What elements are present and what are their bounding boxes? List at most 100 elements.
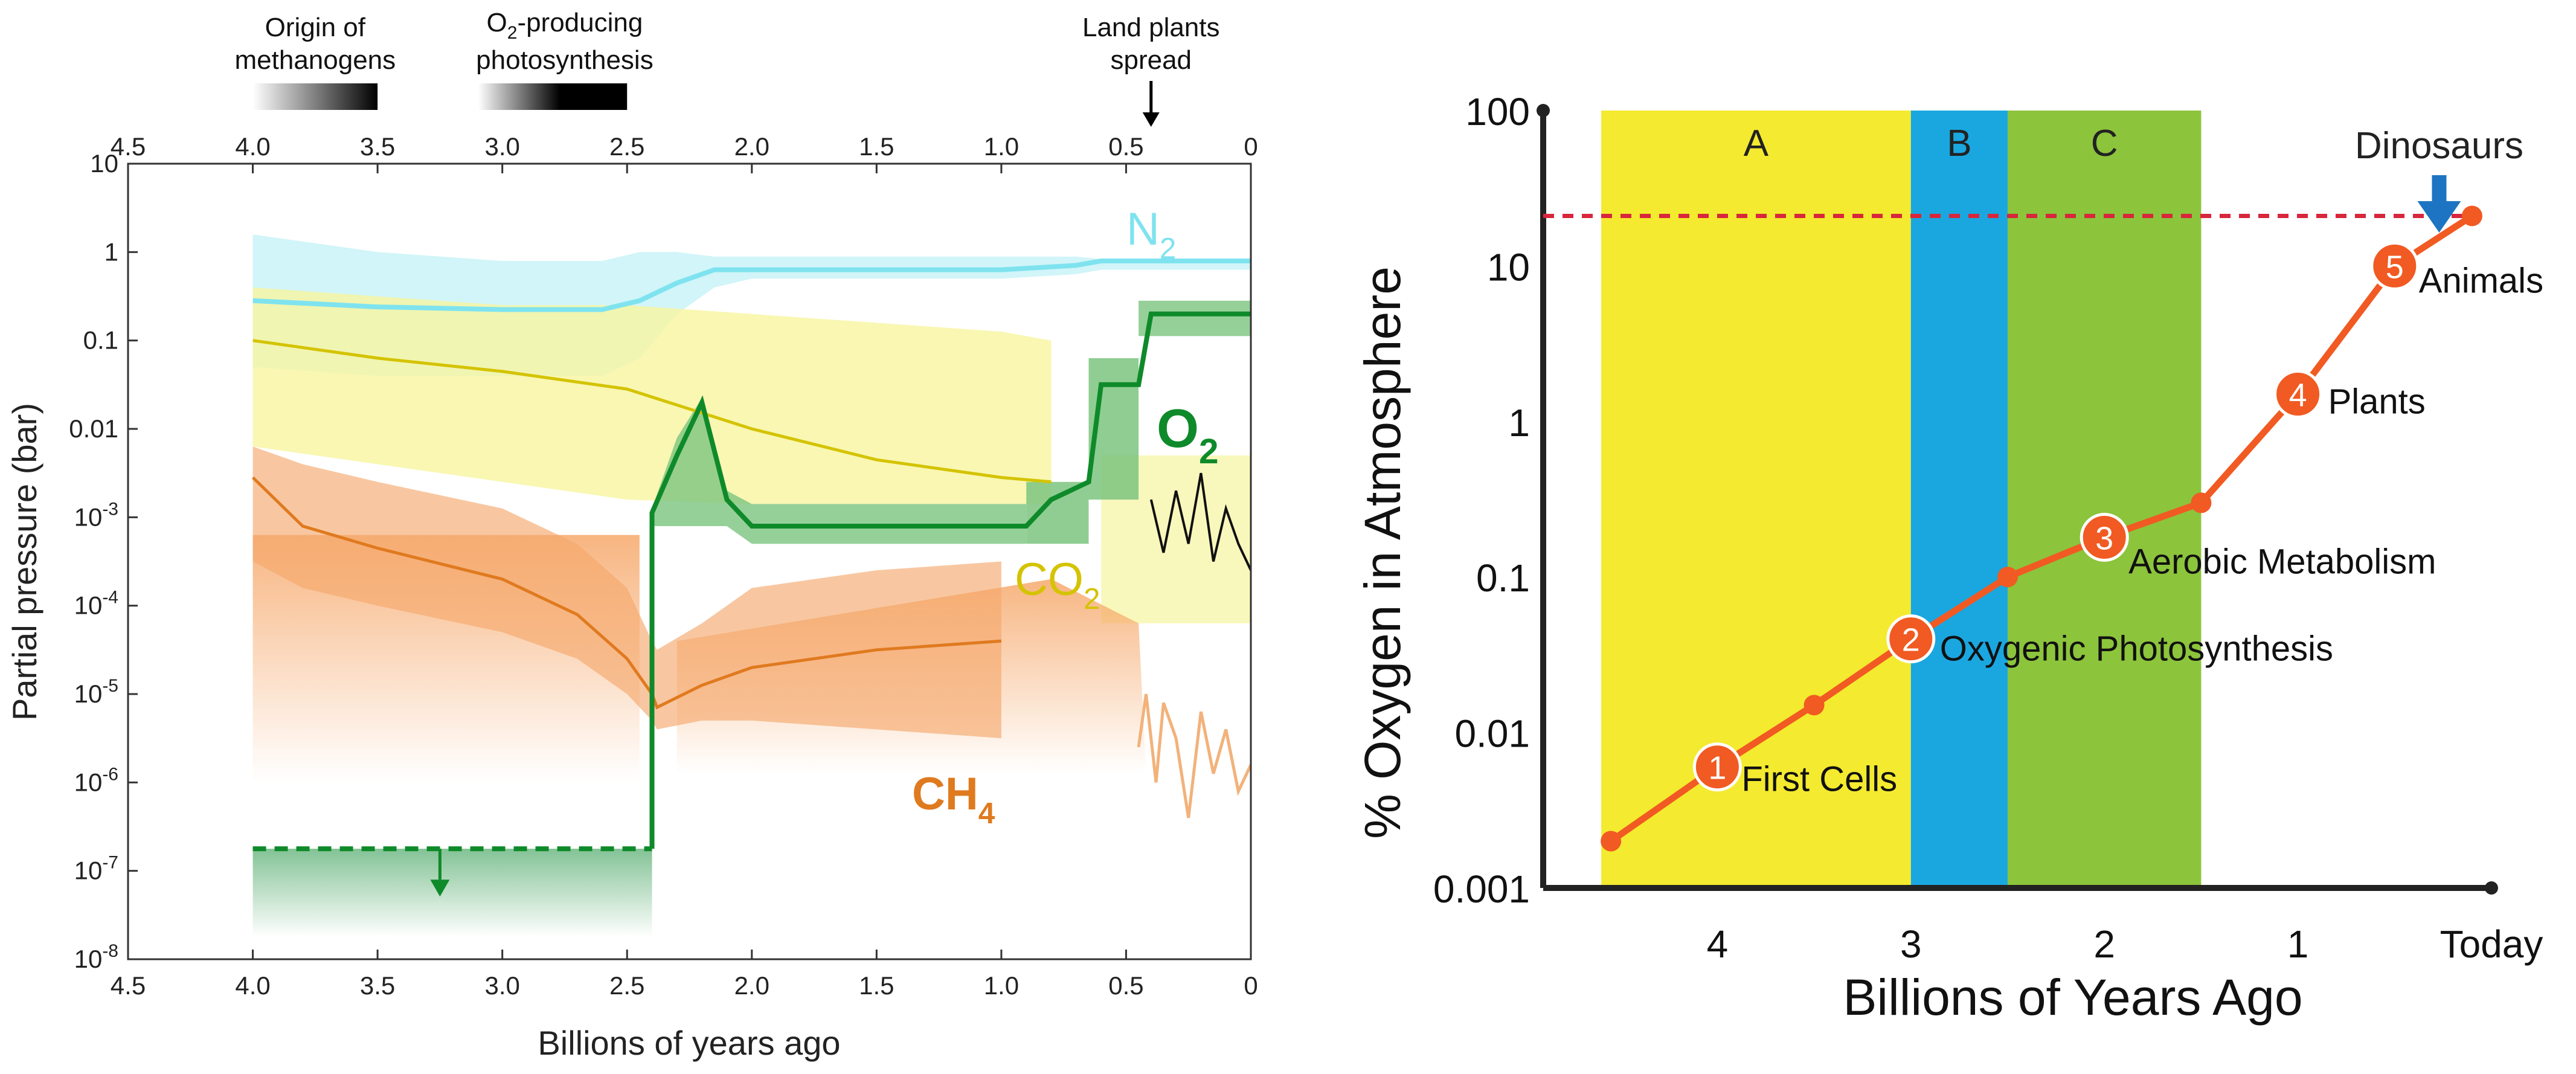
left-top-tick-label: 3.0 xyxy=(484,132,519,161)
left-top-tick-label: 1.5 xyxy=(859,132,894,161)
right-chart: A B C 0.001 0.01 0.1 1 10 100 4 3 2 1 Today 1 First C… xyxy=(1354,90,2543,1026)
left-y-tick-label: 10 xyxy=(90,149,118,178)
left-top-tick-label: 0 xyxy=(1244,132,1257,161)
oxygen-point xyxy=(2461,205,2482,227)
left-x-tick-label: 4.0 xyxy=(235,971,270,1000)
milestone-marker-5 xyxy=(2370,241,2420,291)
left-x-tick-label: 3.5 xyxy=(360,971,395,1000)
left-x-tick-label: 1.0 xyxy=(984,971,1019,1000)
left-top-annotations: Origin of methanogens O2-producingphotosyn… xyxy=(235,8,1220,127)
milestone-label-4: Plants xyxy=(2328,382,2426,421)
era-label-b: B xyxy=(1947,123,1971,164)
left-lines xyxy=(251,259,1251,897)
left-y-tick-label: 10-5 xyxy=(74,676,118,708)
milestone-label-3: Aerobic Metabolism xyxy=(2128,542,2436,581)
milestone-marker-3 xyxy=(2080,512,2129,562)
left-top-tick-label: 4.5 xyxy=(111,132,146,161)
oxygen-point xyxy=(1601,831,1622,852)
dinosaurs-arrowhead xyxy=(2417,201,2461,233)
o2-mid-band xyxy=(652,397,1027,544)
right-y-tick-label: 10 xyxy=(1487,245,1530,289)
dinosaurs-label: Dinosaurs xyxy=(2355,125,2523,167)
o2-label: O2 xyxy=(1157,399,1219,471)
left-bands xyxy=(252,234,1251,937)
right-y-tick-label: 1 xyxy=(1508,401,1530,445)
right-x-axis-label: Billions of Years Ago xyxy=(1843,969,2302,1026)
right-axes: 0.001 0.01 0.1 1 10 100 4 3 2 1 Today xyxy=(1433,90,2543,966)
ch4-label: CH4 xyxy=(912,768,995,830)
era-b xyxy=(1910,111,2008,888)
left-x-tick-label: 0.5 xyxy=(1108,971,1143,1000)
right-x-tick-label: Today xyxy=(2440,922,2543,966)
co2-label: CO2 xyxy=(1015,554,1100,616)
milestone-number-1: 1 xyxy=(1708,750,1726,786)
left-ticks: 4.5 4.0 3.5 3.0 2.5 2.0 1.5 1.0 0.5 0 4.5 4.0 3.5 3.0… xyxy=(69,132,1257,1000)
ch4-line xyxy=(251,476,1002,710)
o2-line xyxy=(649,311,1251,849)
milestone-number-2: 2 xyxy=(1902,622,1920,658)
right-x-tick-label: 4 xyxy=(1707,922,1729,966)
era-label-c: C xyxy=(2091,123,2118,164)
left-y-axis-label: Partial pressure (bar) xyxy=(5,403,43,721)
left-chart: 4.5 4.0 3.5 3.0 2.5 2.0 1.5 1.0 0.5 0 4.5 4.0 3.5 3.0… xyxy=(5,8,1258,1062)
co2-line xyxy=(252,339,1052,484)
era-c xyxy=(2007,111,2202,888)
right-y-axis-label: % Oxygen in Atmosphere xyxy=(1354,266,1411,839)
methanogens-label-1: Origin of xyxy=(265,13,366,42)
oxygen-point xyxy=(2191,492,2212,513)
left-top-tick-label: 1.0 xyxy=(984,132,1019,161)
land-plants-label-2: spread xyxy=(1110,45,1192,75)
milestone-marker-2 xyxy=(1886,614,1936,664)
n2-line xyxy=(252,259,1251,312)
photosynthesis-label-2: photosynthesis xyxy=(476,45,654,75)
right-y-tick-label: 100 xyxy=(1465,90,1530,133)
oxygen-curve: 1 First Cells 2 Oxygenic Photosynthesis 3 Aer… xyxy=(1543,125,2543,852)
land-plants-label-1: Land plants xyxy=(1082,13,1220,42)
milestone-number-4: 4 xyxy=(2289,377,2307,413)
o2-modern-band xyxy=(1139,300,1251,336)
right-y-tick-label: 0.1 xyxy=(1476,556,1530,600)
left-x-tick-label: 2.0 xyxy=(734,971,769,1000)
left-x-tick-label: 0 xyxy=(1244,971,1257,1000)
left-top-tick-label: 3.5 xyxy=(360,132,395,161)
left-y-tick-label: 10-4 xyxy=(74,588,118,620)
left-y-tick-label: 0.01 xyxy=(69,414,118,443)
photosynthesis-label-1: O2-producing xyxy=(487,8,643,43)
oxygen-point xyxy=(1804,695,1825,716)
milestone-marker-4 xyxy=(2273,369,2323,419)
left-top-tick-label: 2.5 xyxy=(609,132,644,161)
left-x-tick-label: 2.5 xyxy=(609,971,644,1000)
methanogens-bar xyxy=(252,83,378,110)
milestone-label-2: Oxygenic Photosynthesis xyxy=(1940,629,2333,669)
right-x-tick-label: 3 xyxy=(1900,922,1922,966)
milestone-label-5: Animals xyxy=(2419,261,2543,300)
right-y-tick-label: 0.001 xyxy=(1433,867,1530,911)
left-y-tick-label: 10-3 xyxy=(74,499,118,531)
eras: A B C xyxy=(1601,111,2202,888)
o2-limit-arrowhead xyxy=(430,879,450,897)
oxygen-line xyxy=(1608,213,2474,844)
co2-recent-line xyxy=(1149,472,1251,571)
left-plot-frame xyxy=(127,162,1252,960)
left-top-tick-label: 2.0 xyxy=(734,132,769,161)
ch4-recent-shade xyxy=(676,579,1146,774)
left-x-tick-label: 3.0 xyxy=(484,971,519,1000)
era-label-a: A xyxy=(1744,123,1769,164)
photosynthesis-bar xyxy=(478,83,628,110)
left-y-tick-label: 1 xyxy=(104,237,118,266)
left-y-tick-label: 10-6 xyxy=(74,764,118,796)
right-y-tick-label: 0.01 xyxy=(1454,712,1530,756)
milestone-number-3: 3 xyxy=(2095,520,2113,556)
left-top-tick-label: 4.0 xyxy=(235,132,270,161)
milestone-label-1: First Cells xyxy=(1741,760,1897,799)
left-y-tick-label: 10-8 xyxy=(74,941,118,973)
right-x-tick-label: 1 xyxy=(2287,922,2309,966)
ch4-lower-shade xyxy=(252,535,640,783)
n2-label: N2 xyxy=(1126,204,1176,265)
left-x-tick-label: 1.5 xyxy=(859,971,894,1000)
o2-lower-shade xyxy=(252,849,652,937)
oxygen-point xyxy=(1997,567,2018,588)
left-y-tick-label: 10-7 xyxy=(74,853,118,885)
right-x-axis-end xyxy=(2485,881,2498,895)
